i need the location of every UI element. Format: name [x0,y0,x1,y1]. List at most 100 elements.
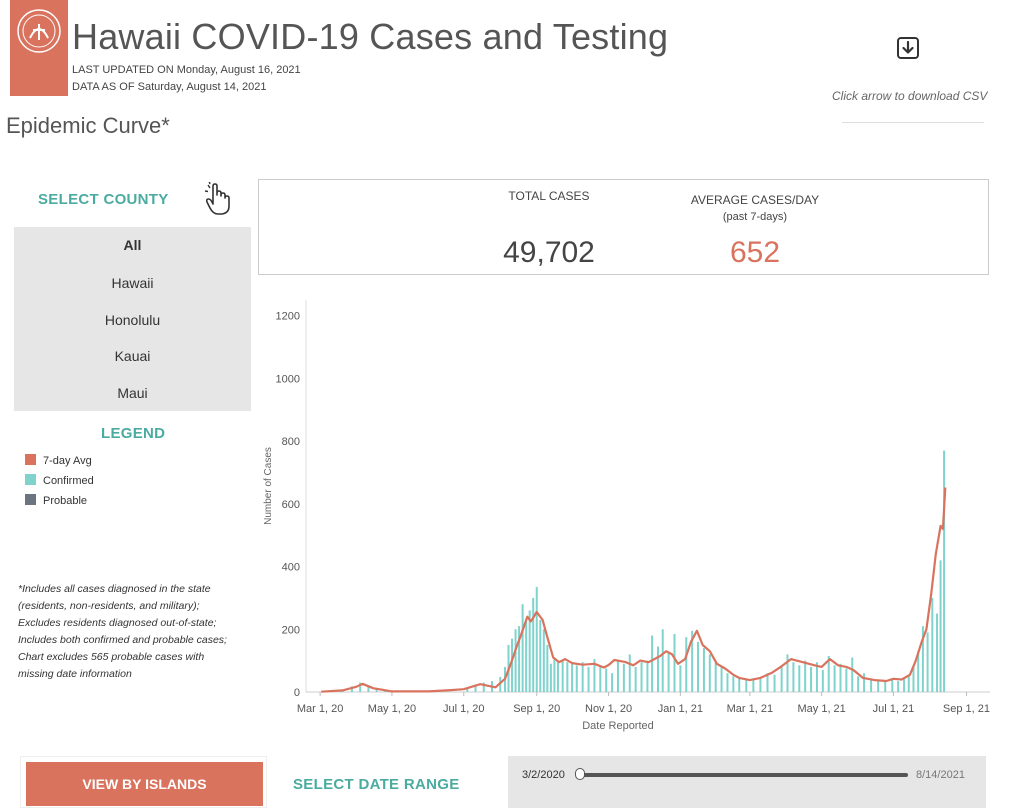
confirmed-bar [759,677,762,692]
confirmed-bar [752,680,755,692]
confirmed-bar [798,665,801,692]
confirmed-bar [857,676,860,692]
county-item-hawaii[interactable]: Hawaii [111,275,154,291]
slider-start-handle[interactable] [575,768,585,780]
confirmed-bar [792,662,795,692]
confirmed-bar [657,646,660,692]
confirmed-bar [611,673,614,692]
x-tick-label: Jul 1, 20 [443,703,485,715]
view-by-islands-button[interactable]: VIEW BY ISLANDS [26,762,263,806]
confirmed-bar [815,662,818,692]
y-tick-label: 400 [282,562,300,574]
confirmed-bar [745,679,748,692]
legend-label: Probable [43,495,88,507]
confirmed-bar [575,665,578,692]
county-list: All Hawaii Honolulu Kauai Maui [14,227,251,411]
confirmed-bar [679,665,682,692]
y-tick-label: 600 [282,499,300,511]
y-axis-title: Number of Cases [263,447,274,525]
confirmed-bar [482,682,485,692]
confirmed-bar [903,677,906,692]
confirmed-bar [511,638,514,692]
x-tick-label: Mar 1, 20 [297,703,343,715]
y-tick-label: 1000 [276,373,300,385]
select-date-range-title: SELECT DATE RANGE [293,776,460,793]
confirmed-bar [525,619,528,692]
confirmed-bar [863,673,866,692]
y-tick-label: 0 [294,687,300,699]
x-tick-label: May 1, 20 [368,703,416,715]
confirmed-bar [839,663,842,692]
confirmed-bar [581,662,584,692]
confirmed-bar [593,659,596,692]
confirmed-bar [556,662,559,692]
x-tick-label: Mar 1, 21 [727,703,773,715]
confirmed-bar [350,686,353,692]
confirmed-bar [514,629,517,692]
confirmed-bar [521,604,524,692]
confirmed-bar [553,657,556,692]
confirmed-bar [561,660,564,692]
x-tick-label: May 1, 21 [797,703,845,715]
confirmed-bar [702,648,705,692]
slider-track[interactable] [580,773,908,777]
confirmed-bar [943,450,946,692]
confirmed-bar [383,691,386,692]
total-cases-label: TOTAL CASES [508,189,590,203]
confirmed-bar [939,560,942,692]
confirmed-bar [827,655,830,692]
confirmed-bar [851,657,854,692]
kpi-panel: TOTAL CASES 49,702 AVERAGE CASES/DAY (pa… [258,179,989,275]
confirmed-bar [845,668,848,692]
confirmed-bar [640,662,643,692]
confirmed-bar [359,682,362,692]
confirmed-bar [535,586,538,692]
confirmed-bar [466,688,469,692]
date-range-slider: 3/2/2020 8/14/2021 [508,756,986,808]
x-tick-label: Jan 1, 21 [658,703,703,715]
seven-day-avg-line [321,487,947,693]
seal-icon [17,9,61,53]
confirmed-bar [685,637,688,692]
county-item-maui[interactable]: Maui [117,385,148,401]
x-tick-label: Nov 1, 20 [585,703,632,715]
download-arrow-icon[interactable] [896,36,920,60]
confirmed-bar [926,632,929,692]
county-item-kauai[interactable]: Kauai [114,348,151,364]
confirmed-bar [571,663,574,692]
confirmed-bar [921,626,924,692]
pointing-hand-icon [204,180,232,216]
page-title: Hawaii COVID-19 Cases and Testing [72,16,669,57]
divider [842,122,984,123]
confirmed-bar [587,666,590,692]
confirmed-bar [766,673,769,692]
confirmed-bar [528,610,531,692]
confirmed-bar [884,680,887,692]
county-item-all[interactable]: All [123,237,142,253]
legend-item-probable: Probable [25,494,87,507]
confirmed-bar [714,662,717,692]
confirmed-bar [646,660,649,692]
legend-label: Confirmed [43,475,94,487]
confirmed-bar [673,633,676,692]
confirmed-bar [931,597,934,692]
epidemic-curve-chart: 0 200 400 600 800 1000 1200 Mar 1, 20 May 1, 20 J… [263,300,990,732]
x-tick-label: Jul 1, 21 [873,703,915,715]
confirmed-bar [936,613,939,692]
confirmed-bar [542,629,545,692]
legend-title: LEGEND [101,425,166,442]
confirmed-bar [891,679,894,692]
confirmed-bar [634,666,637,692]
confirmed-bar [667,652,670,692]
y-tick-label: 200 [282,624,300,636]
confirmed-bar [821,670,824,692]
confirmed-bar [720,666,723,692]
county-item-honolulu[interactable]: Honolulu [104,312,161,328]
confirmed-bar [708,654,711,692]
confirmed-bar [804,660,807,692]
legend-item-7day-avg: 7-day Avg [25,454,92,467]
legend-swatch [25,494,36,505]
avg-cases-label: AVERAGE CASES/DAY [690,193,820,207]
y-tick-label: 1200 [276,311,300,323]
view-by-islands-container: VIEW BY ISLANDS [20,756,267,808]
